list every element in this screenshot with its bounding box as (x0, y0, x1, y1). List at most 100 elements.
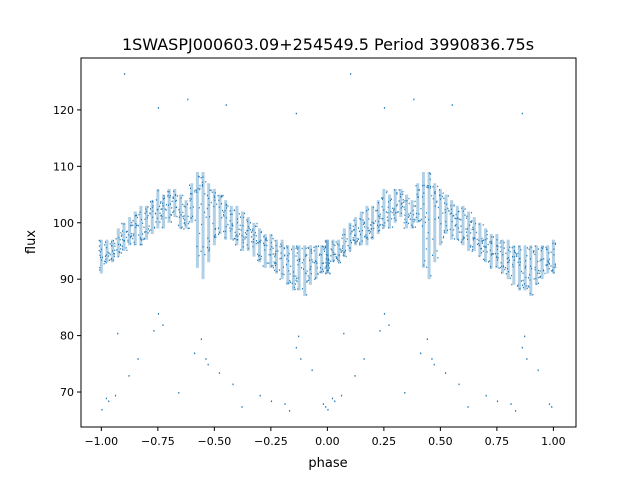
data-point (412, 226, 414, 229)
data-point (346, 238, 348, 240)
data-point (472, 246, 474, 248)
data-point (295, 277, 297, 280)
data-point (297, 288, 299, 290)
data-point (192, 206, 194, 208)
y-tick-label: 80 (60, 330, 74, 343)
data-point (530, 258, 532, 260)
data-point (454, 217, 456, 219)
data-point (404, 208, 406, 211)
data-point (293, 275, 295, 277)
data-point (173, 190, 175, 192)
data-point (143, 238, 145, 240)
data-point (274, 264, 276, 267)
data-point (226, 207, 228, 209)
data-point (534, 268, 536, 271)
data-point (114, 245, 116, 247)
data-point (548, 267, 550, 270)
data-point (144, 212, 146, 215)
data-point (432, 197, 434, 200)
data-point (297, 263, 299, 266)
data-point (398, 200, 400, 202)
outlier-point (187, 98, 189, 101)
data-point (343, 252, 345, 254)
data-point (102, 256, 104, 259)
data-point (187, 222, 189, 225)
data-point (367, 229, 369, 232)
data-point (332, 251, 334, 253)
data-point (488, 261, 490, 263)
data-point (123, 223, 125, 225)
data-point (293, 271, 295, 273)
data-point (496, 239, 498, 241)
data-point (500, 250, 502, 253)
data-point (241, 234, 243, 237)
data-point (306, 254, 308, 256)
data-point (472, 237, 474, 239)
data-point (496, 256, 498, 259)
data-point (416, 193, 418, 196)
data-point (310, 248, 312, 251)
data-point (247, 247, 249, 250)
data-point (204, 193, 206, 195)
data-point (183, 228, 185, 230)
data-point (328, 259, 330, 261)
outlier-point (334, 400, 336, 403)
data-point (271, 245, 273, 248)
data-point (373, 222, 375, 224)
data-point (473, 237, 475, 239)
data-point (548, 263, 550, 265)
data-point (395, 212, 397, 214)
data-point (508, 249, 510, 251)
data-point (263, 244, 265, 246)
data-point (275, 263, 277, 265)
data-point (239, 224, 241, 227)
data-point (121, 222, 123, 225)
data-point (489, 265, 491, 268)
data-point (153, 226, 155, 228)
data-point (230, 213, 232, 216)
data-point (455, 224, 457, 227)
data-point (325, 272, 327, 275)
data-point (135, 222, 137, 225)
data-point (372, 222, 374, 224)
data-point (325, 241, 327, 243)
data-point (403, 227, 405, 229)
data-point (313, 249, 315, 252)
x-tick-label: 0.00 (315, 435, 340, 448)
data-point (182, 211, 184, 214)
data-point (260, 258, 262, 260)
data-point (183, 215, 185, 217)
data-point (335, 253, 337, 256)
data-point (306, 270, 308, 272)
data-point (218, 199, 220, 202)
data-point (543, 270, 545, 272)
data-point (515, 255, 517, 257)
data-point (338, 254, 340, 256)
data-point (218, 233, 220, 236)
data-point (400, 193, 402, 195)
data-point (418, 220, 420, 222)
data-point (494, 252, 496, 255)
data-point (515, 253, 517, 255)
data-point (177, 224, 179, 227)
data-point (486, 230, 488, 232)
data-point (198, 176, 200, 178)
data-point (171, 200, 173, 203)
data-point (407, 216, 409, 218)
data-point (170, 203, 172, 205)
data-point (120, 235, 122, 237)
data-point (352, 239, 354, 241)
data-point (168, 204, 170, 206)
data-point (100, 256, 102, 259)
data-point (246, 244, 248, 246)
outlier-point (123, 73, 126, 75)
data-point (511, 246, 513, 249)
data-point (327, 258, 329, 260)
data-point (500, 246, 502, 248)
data-point (361, 240, 363, 242)
data-point (144, 218, 146, 221)
data-point (223, 215, 225, 217)
data-point (239, 216, 241, 218)
data-point (431, 194, 433, 197)
data-point (340, 261, 342, 264)
